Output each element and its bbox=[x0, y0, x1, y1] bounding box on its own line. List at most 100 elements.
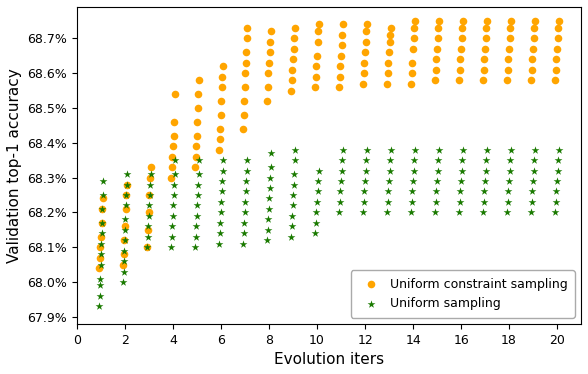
Uniform sampling bbox=[168, 223, 177, 229]
Uniform constraint sampling bbox=[530, 18, 540, 24]
Uniform constraint sampling bbox=[290, 25, 300, 31]
Uniform constraint sampling bbox=[97, 220, 106, 226]
Uniform sampling bbox=[98, 192, 108, 198]
Uniform constraint sampling bbox=[550, 77, 560, 83]
Uniform sampling bbox=[505, 168, 514, 174]
Uniform constraint sampling bbox=[432, 56, 441, 62]
Uniform constraint sampling bbox=[458, 18, 467, 24]
Uniform sampling bbox=[435, 147, 444, 153]
Uniform constraint sampling bbox=[338, 32, 347, 38]
Uniform constraint sampling bbox=[502, 77, 512, 83]
Uniform sampling bbox=[95, 293, 104, 299]
Uniform constraint sampling bbox=[482, 25, 491, 31]
Uniform sampling bbox=[456, 178, 466, 184]
Uniform sampling bbox=[119, 248, 129, 254]
Uniform sampling bbox=[192, 213, 201, 219]
Uniform sampling bbox=[552, 178, 562, 184]
Uniform sampling bbox=[167, 234, 176, 240]
Uniform constraint sampling bbox=[122, 181, 132, 187]
Uniform sampling bbox=[121, 202, 131, 208]
Uniform sampling bbox=[554, 157, 563, 163]
Uniform sampling bbox=[171, 157, 180, 163]
Uniform sampling bbox=[289, 181, 298, 187]
Uniform constraint sampling bbox=[456, 56, 465, 62]
Uniform sampling bbox=[310, 230, 320, 236]
Uniform sampling bbox=[215, 241, 224, 247]
Uniform sampling bbox=[122, 181, 131, 187]
Uniform constraint sampling bbox=[315, 21, 324, 27]
Uniform constraint sampling bbox=[286, 88, 296, 94]
Uniform sampling bbox=[119, 258, 129, 264]
Uniform constraint sampling bbox=[168, 143, 178, 149]
X-axis label: Evolution iters: Evolution iters bbox=[274, 352, 384, 367]
Uniform sampling bbox=[264, 206, 273, 212]
Uniform sampling bbox=[241, 188, 250, 194]
Uniform sampling bbox=[408, 178, 417, 184]
Uniform constraint sampling bbox=[266, 39, 275, 45]
Uniform sampling bbox=[504, 188, 513, 194]
Uniform sampling bbox=[383, 199, 393, 205]
Uniform sampling bbox=[407, 188, 417, 194]
Uniform constraint sampling bbox=[242, 25, 252, 31]
Uniform sampling bbox=[527, 199, 536, 205]
Uniform sampling bbox=[192, 202, 202, 208]
Uniform constraint sampling bbox=[98, 206, 107, 212]
Uniform sampling bbox=[97, 230, 106, 236]
Uniform sampling bbox=[290, 147, 300, 153]
Uniform sampling bbox=[193, 181, 203, 187]
Uniform constraint sampling bbox=[192, 143, 201, 149]
Uniform constraint sampling bbox=[239, 126, 248, 132]
Uniform constraint sampling bbox=[217, 84, 226, 90]
Uniform constraint sampling bbox=[262, 98, 272, 104]
Uniform constraint sampling bbox=[382, 80, 392, 86]
Uniform constraint sampling bbox=[386, 25, 396, 31]
Uniform sampling bbox=[385, 178, 394, 184]
Uniform constraint sampling bbox=[362, 28, 371, 34]
Uniform constraint sampling bbox=[410, 18, 420, 24]
Uniform constraint sampling bbox=[360, 49, 370, 55]
Uniform constraint sampling bbox=[239, 98, 249, 104]
Uniform sampling bbox=[288, 202, 298, 208]
Uniform constraint sampling bbox=[265, 60, 274, 66]
Uniform constraint sampling bbox=[361, 39, 370, 45]
Uniform sampling bbox=[530, 147, 540, 153]
Uniform constraint sampling bbox=[360, 60, 369, 66]
Uniform sampling bbox=[169, 192, 178, 198]
Uniform constraint sampling bbox=[337, 42, 346, 48]
Uniform constraint sampling bbox=[359, 80, 368, 86]
Uniform constraint sampling bbox=[506, 18, 516, 24]
Uniform constraint sampling bbox=[457, 25, 467, 31]
Uniform sampling bbox=[506, 147, 516, 153]
Uniform constraint sampling bbox=[96, 234, 106, 240]
Uniform constraint sampling bbox=[506, 25, 515, 31]
Uniform sampling bbox=[98, 178, 108, 184]
Uniform constraint sampling bbox=[194, 77, 203, 83]
Uniform sampling bbox=[119, 269, 128, 275]
Uniform sampling bbox=[338, 157, 347, 163]
Uniform sampling bbox=[218, 157, 228, 163]
Uniform sampling bbox=[118, 279, 128, 285]
Uniform sampling bbox=[95, 282, 105, 288]
Uniform sampling bbox=[409, 168, 419, 174]
Uniform constraint sampling bbox=[118, 261, 128, 267]
Uniform constraint sampling bbox=[505, 46, 514, 52]
Uniform sampling bbox=[431, 199, 440, 205]
Uniform sampling bbox=[218, 178, 227, 184]
Uniform constraint sampling bbox=[479, 77, 488, 83]
Uniform constraint sampling bbox=[95, 265, 104, 271]
Uniform constraint sampling bbox=[336, 53, 346, 59]
Uniform sampling bbox=[216, 199, 226, 205]
Uniform sampling bbox=[482, 157, 491, 163]
Uniform constraint sampling bbox=[215, 147, 224, 153]
Uniform sampling bbox=[265, 185, 274, 191]
Uniform sampling bbox=[266, 150, 276, 156]
Uniform constraint sampling bbox=[526, 77, 536, 83]
Uniform sampling bbox=[362, 157, 371, 163]
Uniform sampling bbox=[530, 157, 539, 163]
Uniform sampling bbox=[166, 244, 176, 250]
Uniform constraint sampling bbox=[480, 46, 490, 52]
Uniform sampling bbox=[96, 261, 105, 267]
Uniform sampling bbox=[480, 188, 489, 194]
Uniform sampling bbox=[193, 192, 202, 198]
Uniform constraint sampling bbox=[169, 133, 178, 139]
